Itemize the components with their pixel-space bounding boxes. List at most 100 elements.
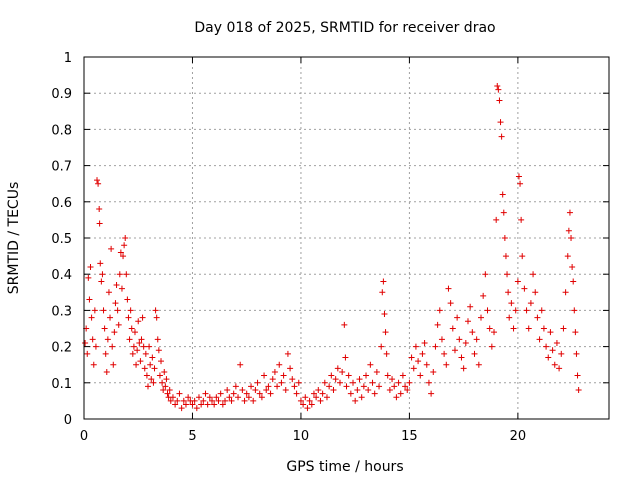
data-point (467, 303, 474, 310)
data-point (428, 390, 435, 397)
data-point (90, 361, 97, 368)
data-point (495, 86, 502, 93)
data-point (248, 383, 255, 390)
data-point (415, 358, 422, 365)
data-point (182, 401, 189, 408)
data-point (568, 235, 575, 241)
data-point (515, 173, 522, 180)
y-axis-label: SRMTID / TECUs (6, 182, 22, 295)
data-points (82, 82, 582, 412)
data-point (373, 368, 380, 375)
data-point (334, 365, 341, 372)
data-point (510, 325, 517, 332)
grid-lines (84, 57, 609, 419)
data-point (402, 383, 409, 390)
data-point (150, 379, 157, 386)
y-tick-label: 0.6 (51, 196, 72, 211)
data-point (222, 397, 229, 404)
x-tick-label: 5 (188, 429, 196, 444)
data-point (421, 339, 428, 346)
x-tick-label: 10 (293, 429, 310, 444)
data-point (493, 216, 500, 223)
data-point (213, 394, 220, 401)
data-point (310, 390, 317, 397)
y-tick-label: 1 (64, 51, 72, 66)
data-point (172, 401, 179, 408)
data-point (497, 119, 504, 126)
data-point (504, 271, 511, 278)
data-point (549, 347, 556, 354)
data-point (115, 321, 122, 328)
data-point (151, 365, 158, 372)
x-tick-label: 15 (401, 429, 418, 444)
data-point (134, 347, 141, 354)
data-point (371, 390, 378, 397)
data-point (131, 329, 138, 336)
data-point (226, 394, 233, 401)
data-point (408, 354, 415, 361)
data-point (406, 379, 413, 386)
data-point (342, 354, 349, 361)
data-point (152, 307, 159, 314)
data-point (449, 325, 456, 332)
data-point (107, 314, 114, 321)
data-point (356, 376, 363, 383)
data-point (574, 372, 581, 379)
data-point (447, 300, 454, 307)
data-point (140, 343, 147, 350)
data-point (547, 329, 554, 336)
data-point (391, 383, 398, 390)
data-point (395, 379, 402, 386)
data-point (114, 307, 121, 314)
data-point (271, 368, 278, 375)
y-tick-label: 0.7 (51, 160, 72, 175)
data-point (167, 397, 174, 404)
data-point (498, 133, 505, 140)
data-point (101, 325, 108, 332)
data-point (378, 343, 385, 350)
data-point (419, 350, 426, 357)
data-point (86, 296, 93, 303)
data-point (430, 368, 437, 375)
data-point (347, 390, 354, 397)
data-point (369, 379, 376, 386)
axis-ticks: 00.10.20.30.40.50.60.70.80.910 5 10 15 20 (51, 51, 609, 444)
data-point (538, 307, 545, 314)
data-point (380, 278, 387, 285)
data-point (127, 307, 134, 314)
data-point (469, 329, 476, 336)
data-point (282, 387, 289, 394)
data-point (85, 274, 92, 281)
data-point (499, 191, 506, 198)
y-tick-label: 0.8 (51, 123, 72, 138)
data-point (258, 394, 265, 401)
data-point (104, 336, 111, 343)
data-point (146, 343, 153, 350)
data-point (108, 245, 115, 252)
data-point (478, 314, 485, 321)
data-point (572, 329, 579, 336)
data-point (235, 394, 242, 401)
data-point (436, 307, 443, 314)
data-point (121, 242, 128, 249)
data-point (521, 285, 528, 292)
data-point (124, 296, 131, 303)
data-point (230, 390, 237, 397)
data-point (293, 390, 300, 397)
data-point (502, 253, 509, 260)
data-point (379, 289, 386, 296)
data-point (326, 383, 333, 390)
data-point (330, 387, 337, 394)
data-point (543, 343, 550, 350)
data-point (169, 394, 176, 401)
data-point (195, 394, 202, 401)
data-point (133, 361, 140, 368)
data-point (323, 394, 330, 401)
data-point (147, 361, 154, 368)
data-point (161, 368, 168, 375)
data-point (185, 394, 192, 401)
data-point (237, 361, 244, 368)
data-point (367, 361, 374, 368)
data-point (551, 361, 558, 368)
